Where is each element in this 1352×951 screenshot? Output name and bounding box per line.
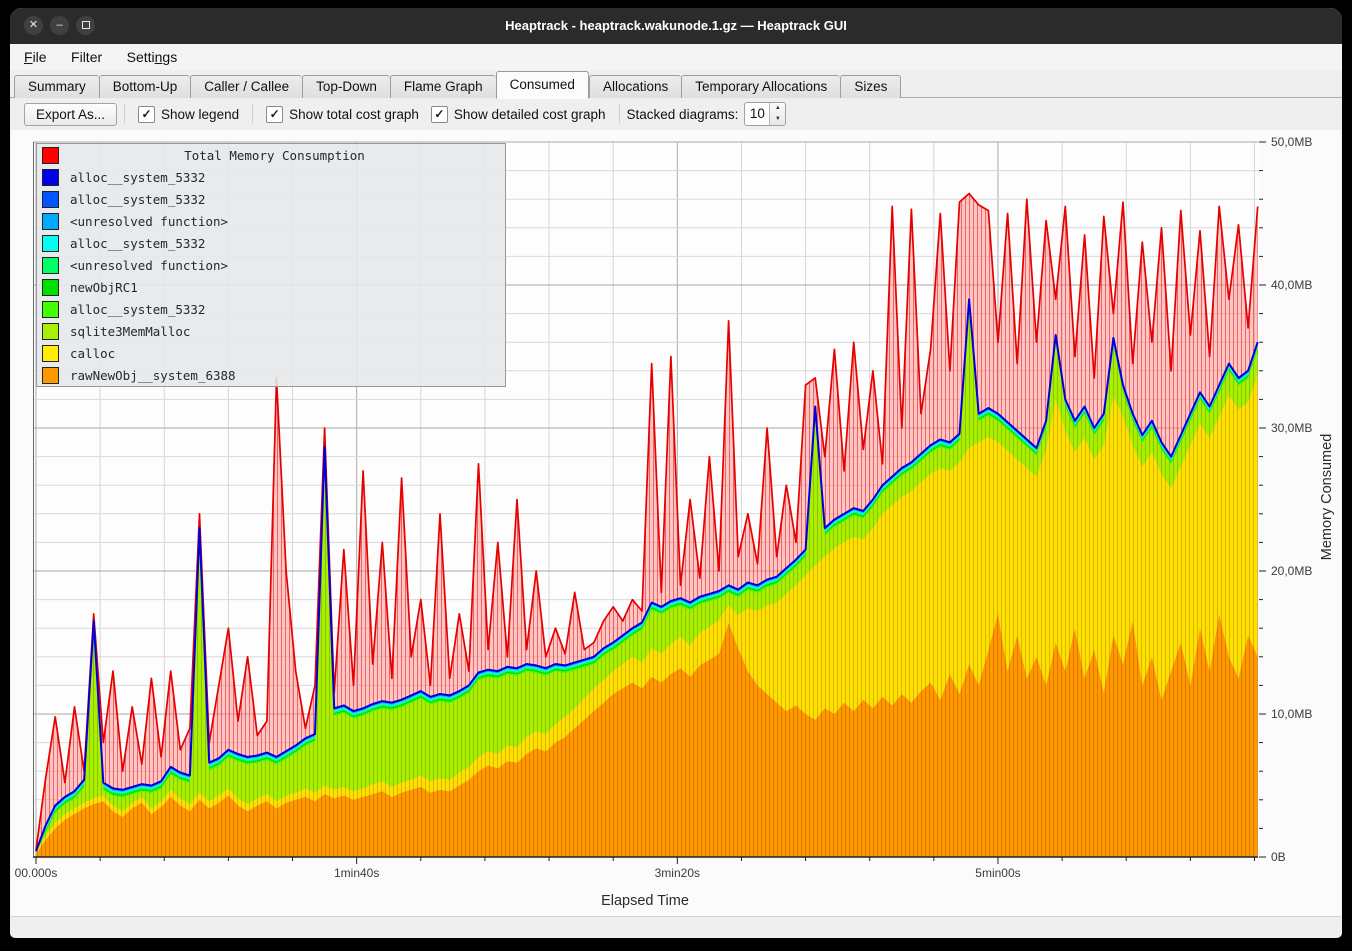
tab-summary[interactable]: Summary <box>14 75 99 99</box>
toolbar-separator <box>252 104 254 124</box>
legend-label: alloc__system_5332 <box>70 169 206 185</box>
checkmark-icon: ✓ <box>266 105 284 123</box>
y-tick-label: 50,0MB <box>1271 135 1313 149</box>
checkbox-label: Show detailed cost graph <box>453 106 606 122</box>
y-tick-label: 10,0MB <box>1271 707 1313 721</box>
y-tick-label: 20,0MB <box>1271 564 1313 578</box>
legend-swatch-icon <box>42 366 59 384</box>
legend-swatch-icon <box>42 168 59 186</box>
menu-bar: File Filter Settings <box>10 44 1342 70</box>
menu-settings[interactable]: Settings <box>126 49 178 65</box>
checkmark-icon: ✓ <box>138 105 156 123</box>
maximize-icon <box>81 21 90 29</box>
legend-item: alloc__system_5332 <box>37 298 505 320</box>
x-tick-label: 5min00s <box>975 866 1021 880</box>
legend-swatch-icon <box>42 344 59 362</box>
checkmark-icon: ✓ <box>430 105 448 123</box>
minimize-button[interactable]: – <box>50 16 69 35</box>
menu-file[interactable]: File <box>24 49 47 65</box>
checkbox-label: Show total cost graph <box>289 106 419 122</box>
legend-item: newObjRC1 <box>37 276 505 298</box>
window-title: Heaptrack - heaptrack.wakunode.1.gz — He… <box>505 18 847 33</box>
legend-swatch-icon <box>42 256 59 274</box>
x-tick-label: 3min20s <box>654 866 700 880</box>
x-axis-title: Elapsed Time <box>601 893 689 909</box>
memory-consumption-chart[interactable] <box>33 136 1267 866</box>
x-tick-label: 00.000s <box>14 866 58 880</box>
spin-down-icon[interactable]: ▼ <box>774 116 781 122</box>
legend-item: alloc__system_5332 <box>37 188 505 210</box>
y-tick-label: 30,0MB <box>1271 421 1313 435</box>
legend-label: calloc <box>70 345 116 361</box>
tab-flame-graph[interactable]: Flame Graph <box>389 75 496 99</box>
chart-legend: Total Memory Consumption alloc__system_53… <box>36 143 506 387</box>
export-as-button[interactable]: Export As... <box>24 102 118 126</box>
tab-bottom-up[interactable]: Bottom-Up <box>98 75 191 99</box>
stacked-diagrams-spinner[interactable]: 10 ▲ ▼ <box>744 102 787 126</box>
legend-label: alloc__system_5332 <box>70 301 206 317</box>
checkbox-show-detailed-cost-graph[interactable]: ✓ Show detailed cost graph <box>430 105 606 123</box>
legend-item: alloc__system_5332 <box>37 166 505 188</box>
maximize-button[interactable] <box>76 16 95 35</box>
title-bar: ✕ – Heaptrack - heaptrack.wakunode.1.gz … <box>10 8 1342 44</box>
legend-swatch-icon <box>42 190 59 208</box>
toolbar-separator <box>618 104 620 124</box>
toolbar-separator <box>124 104 126 124</box>
close-button[interactable]: ✕ <box>24 16 43 35</box>
checkbox-label: Show legend <box>161 106 240 122</box>
x-tick-label: 1min40s <box>333 866 380 880</box>
legend-item: calloc <box>37 342 505 364</box>
legend-item: sqlite3MemMalloc <box>37 320 505 342</box>
spin-up-icon[interactable]: ▲ <box>774 105 781 111</box>
legend-label: <unresolved function> <box>70 213 229 229</box>
legend-item: rawNewObj__system_6388 <box>37 364 505 386</box>
menu-filter[interactable]: Filter <box>71 49 103 65</box>
legend-title-row: Total Memory Consumption <box>37 144 505 166</box>
checkbox-show-legend[interactable]: ✓ Show legend <box>138 105 240 123</box>
legend-label: rawNewObj__system_6388 <box>70 367 236 383</box>
tab-top-down[interactable]: Top-Down <box>302 75 390 99</box>
tab-sizes[interactable]: Sizes <box>840 75 902 99</box>
legend-swatch-icon <box>42 278 59 296</box>
legend-item: <unresolved function> <box>37 254 505 276</box>
legend-swatch-icon <box>42 146 59 164</box>
tab-caller-callee[interactable]: Caller / Callee <box>190 75 303 99</box>
legend-title: Total Memory Consumption <box>184 147 365 163</box>
y-axis-title: Memory Consumed <box>1319 433 1335 561</box>
legend-item: alloc__system_5332 <box>37 232 505 254</box>
legend-swatch-icon <box>42 212 59 230</box>
legend-swatch-icon <box>42 300 59 318</box>
tab-bar: Summary Bottom-Up Caller / Callee Top-Down F… <box>10 70 1342 99</box>
tab-consumed[interactable]: Consumed <box>495 71 589 99</box>
y-tick-label: 0B <box>1271 850 1286 864</box>
tab-temporary-allocations[interactable]: Temporary Allocations <box>681 75 841 99</box>
y-tick-label: 40,0MB <box>1271 278 1313 292</box>
legend-label: sqlite3MemMalloc <box>70 323 191 339</box>
legend-label: alloc__system_5332 <box>70 191 206 207</box>
checkbox-show-total-cost-graph[interactable]: ✓ Show total cost graph <box>266 105 419 123</box>
legend-item: <unresolved function> <box>37 210 505 232</box>
tab-allocations[interactable]: Allocations <box>588 75 682 99</box>
legend-label: <unresolved function> <box>70 257 229 273</box>
legend-swatch-icon <box>42 322 59 340</box>
legend-swatch-icon <box>42 234 59 252</box>
stacked-diagrams-label: Stacked diagrams: <box>626 106 739 122</box>
toolbar: Export As... ✓ Show legend ✓ Show total … <box>10 98 1342 130</box>
legend-label: newObjRC1 <box>70 279 138 295</box>
stacked-diagrams-value: 10 <box>749 106 765 121</box>
legend-label: alloc__system_5332 <box>70 235 206 251</box>
